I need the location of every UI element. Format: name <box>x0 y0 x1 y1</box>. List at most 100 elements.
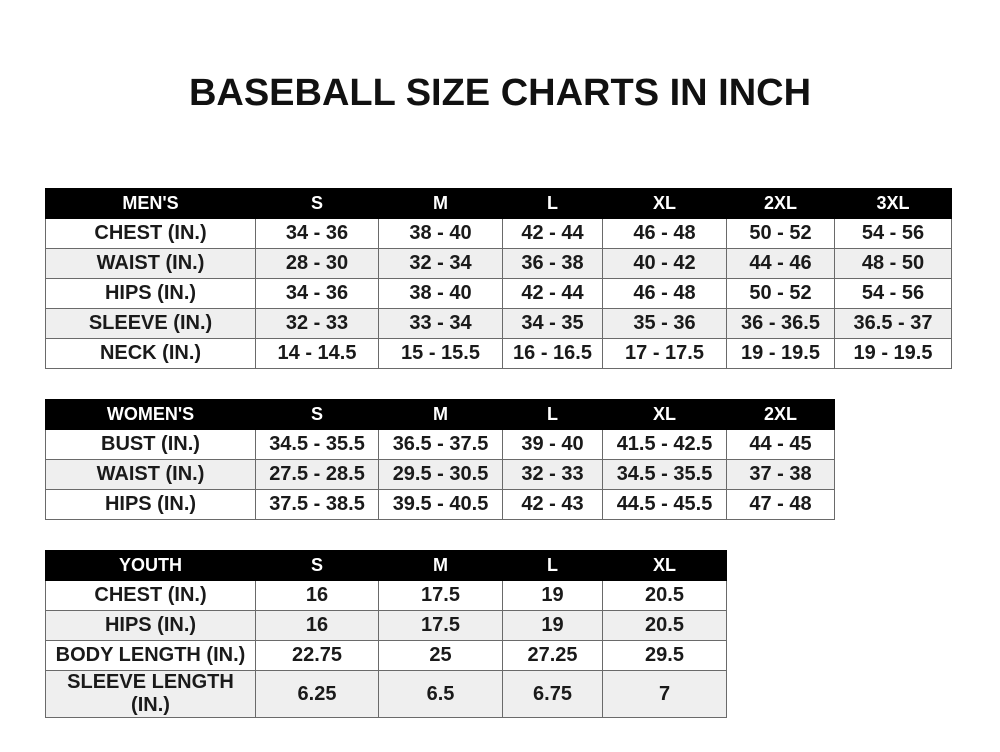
header-row: YOUTH S M L XL <box>45 550 727 581</box>
size-column-header: 3XL <box>834 188 952 219</box>
size-value: 19 - 19.5 <box>726 338 835 369</box>
table-category-header: WOMEN'S <box>45 399 256 430</box>
size-value: 47 - 48 <box>726 489 835 520</box>
size-value: 19 <box>502 610 603 641</box>
table-row: NECK (IN.) 14 - 14.5 15 - 15.5 16 - 16.5 17 … <box>45 338 952 369</box>
size-value: 34 - 36 <box>255 218 379 249</box>
size-value: 16 <box>255 610 379 641</box>
size-value: 36 - 38 <box>502 248 603 279</box>
womens-size-table: WOMEN'S S M L XL 2XL BUST (IN.) 34.5 - 35.5 36.5… <box>45 399 835 520</box>
size-value: 19 <box>502 580 603 611</box>
table-row: BUST (IN.) 34.5 - 35.5 36.5 - 37.5 39 - 40 4… <box>45 429 835 460</box>
size-value: 32 - 33 <box>502 459 603 490</box>
size-column-header: 2XL <box>726 188 835 219</box>
size-value: 35 - 36 <box>602 308 727 339</box>
size-column-header: L <box>502 550 603 581</box>
measurement-label: CHEST (IN.) <box>45 580 256 611</box>
table-row: BODY LENGTH (IN.) 22.75 25 27.25 29.5 <box>45 640 727 671</box>
size-value: 27.25 <box>502 640 603 671</box>
size-value: 54 - 56 <box>834 218 952 249</box>
size-column-header: M <box>378 188 503 219</box>
size-value: 28 - 30 <box>255 248 379 279</box>
size-value: 36 - 36.5 <box>726 308 835 339</box>
size-value: 20.5 <box>602 580 727 611</box>
size-value: 37.5 - 38.5 <box>255 489 379 520</box>
size-value: 41.5 - 42.5 <box>602 429 727 460</box>
size-value: 42 - 44 <box>502 218 603 249</box>
size-value: 54 - 56 <box>834 278 952 309</box>
table-row: SLEEVE (IN.) 32 - 33 33 - 34 34 - 35 35 - 36… <box>45 308 952 339</box>
table-row: HIPS (IN.) 16 17.5 19 20.5 <box>45 610 727 641</box>
size-column-header: S <box>255 399 379 430</box>
size-column-header: M <box>378 399 503 430</box>
size-column-header: XL <box>602 399 727 430</box>
size-value: 32 - 34 <box>378 248 503 279</box>
size-value: 39.5 - 40.5 <box>378 489 503 520</box>
size-column-header: XL <box>602 188 727 219</box>
mens-size-table: MEN'S S M L XL 2XL 3XL CHEST (IN.) 34 - 36 38 - 4… <box>45 188 952 369</box>
measurement-label: NECK (IN.) <box>45 338 256 369</box>
size-value: 22.75 <box>255 640 379 671</box>
measurement-label: HIPS (IN.) <box>45 610 256 641</box>
measurement-label: SLEEVE (IN.) <box>45 308 256 339</box>
header-row: WOMEN'S S M L XL 2XL <box>45 399 835 430</box>
size-value: 44 - 46 <box>726 248 835 279</box>
measurement-label: SLEEVE LENGTH (IN.) <box>45 670 256 718</box>
size-value: 7 <box>602 670 727 718</box>
size-value: 46 - 48 <box>602 278 727 309</box>
size-value: 19 - 19.5 <box>834 338 952 369</box>
size-column-header: S <box>255 188 379 219</box>
size-value: 48 - 50 <box>834 248 952 279</box>
page-title: BASEBALL SIZE CHARTS IN INCH <box>188 72 812 114</box>
size-value: 25 <box>378 640 503 671</box>
size-value: 36.5 - 37 <box>834 308 952 339</box>
measurement-label: HIPS (IN.) <box>45 489 256 520</box>
table-row: CHEST (IN.) 16 17.5 19 20.5 <box>45 580 727 611</box>
measurement-label: HIPS (IN.) <box>45 278 256 309</box>
measurement-label: BODY LENGTH (IN.) <box>45 640 256 671</box>
size-value: 15 - 15.5 <box>378 338 503 369</box>
header-row: MEN'S S M L XL 2XL 3XL <box>45 188 952 219</box>
size-value: 42 - 44 <box>502 278 603 309</box>
size-value: 44 - 45 <box>726 429 835 460</box>
size-value: 17.5 <box>378 580 503 611</box>
size-value: 42 - 43 <box>502 489 603 520</box>
table-row: CHEST (IN.) 34 - 36 38 - 40 42 - 44 46 - 48 5… <box>45 218 952 249</box>
size-value: 14 - 14.5 <box>255 338 379 369</box>
size-value: 6.75 <box>502 670 603 718</box>
table-row: SLEEVE LENGTH (IN.) 6.25 6.5 6.75 7 <box>45 670 727 718</box>
size-value: 29.5 <box>602 640 727 671</box>
size-value: 6.5 <box>378 670 503 718</box>
size-value: 32 - 33 <box>255 308 379 339</box>
size-column-header: L <box>502 188 603 219</box>
size-value: 34 - 36 <box>255 278 379 309</box>
size-value: 20.5 <box>602 610 727 641</box>
table-row: HIPS (IN.) 37.5 - 38.5 39.5 - 40.5 42 - 43 4… <box>45 489 835 520</box>
table-category-header: YOUTH <box>45 550 256 581</box>
size-column-header: XL <box>602 550 727 581</box>
size-column-header: M <box>378 550 503 581</box>
size-value: 33 - 34 <box>378 308 503 339</box>
size-value: 34.5 - 35.5 <box>255 429 379 460</box>
size-column-header: S <box>255 550 379 581</box>
table-row: WAIST (IN.) 27.5 - 28.5 29.5 - 30.5 32 - 33… <box>45 459 835 490</box>
measurement-label: WAIST (IN.) <box>45 459 256 490</box>
measurement-label: BUST (IN.) <box>45 429 256 460</box>
size-value: 36.5 - 37.5 <box>378 429 503 460</box>
size-column-header: 2XL <box>726 399 835 430</box>
size-value: 27.5 - 28.5 <box>255 459 379 490</box>
size-value: 44.5 - 45.5 <box>602 489 727 520</box>
size-value: 16 <box>255 580 379 611</box>
size-value: 34 - 35 <box>502 308 603 339</box>
size-value: 39 - 40 <box>502 429 603 460</box>
size-value: 37 - 38 <box>726 459 835 490</box>
youth-size-table: YOUTH S M L XL CHEST (IN.) 16 17.5 19 20.5 HIPS (I… <box>45 550 727 718</box>
size-value: 38 - 40 <box>378 218 503 249</box>
size-column-header: L <box>502 399 603 430</box>
size-value: 29.5 - 30.5 <box>378 459 503 490</box>
size-value: 34.5 - 35.5 <box>602 459 727 490</box>
table-row: HIPS (IN.) 34 - 36 38 - 40 42 - 44 46 - 48 50… <box>45 278 952 309</box>
size-value: 38 - 40 <box>378 278 503 309</box>
table-row: WAIST (IN.) 28 - 30 32 - 34 36 - 38 40 - 42 4… <box>45 248 952 279</box>
size-value: 17 - 17.5 <box>602 338 727 369</box>
